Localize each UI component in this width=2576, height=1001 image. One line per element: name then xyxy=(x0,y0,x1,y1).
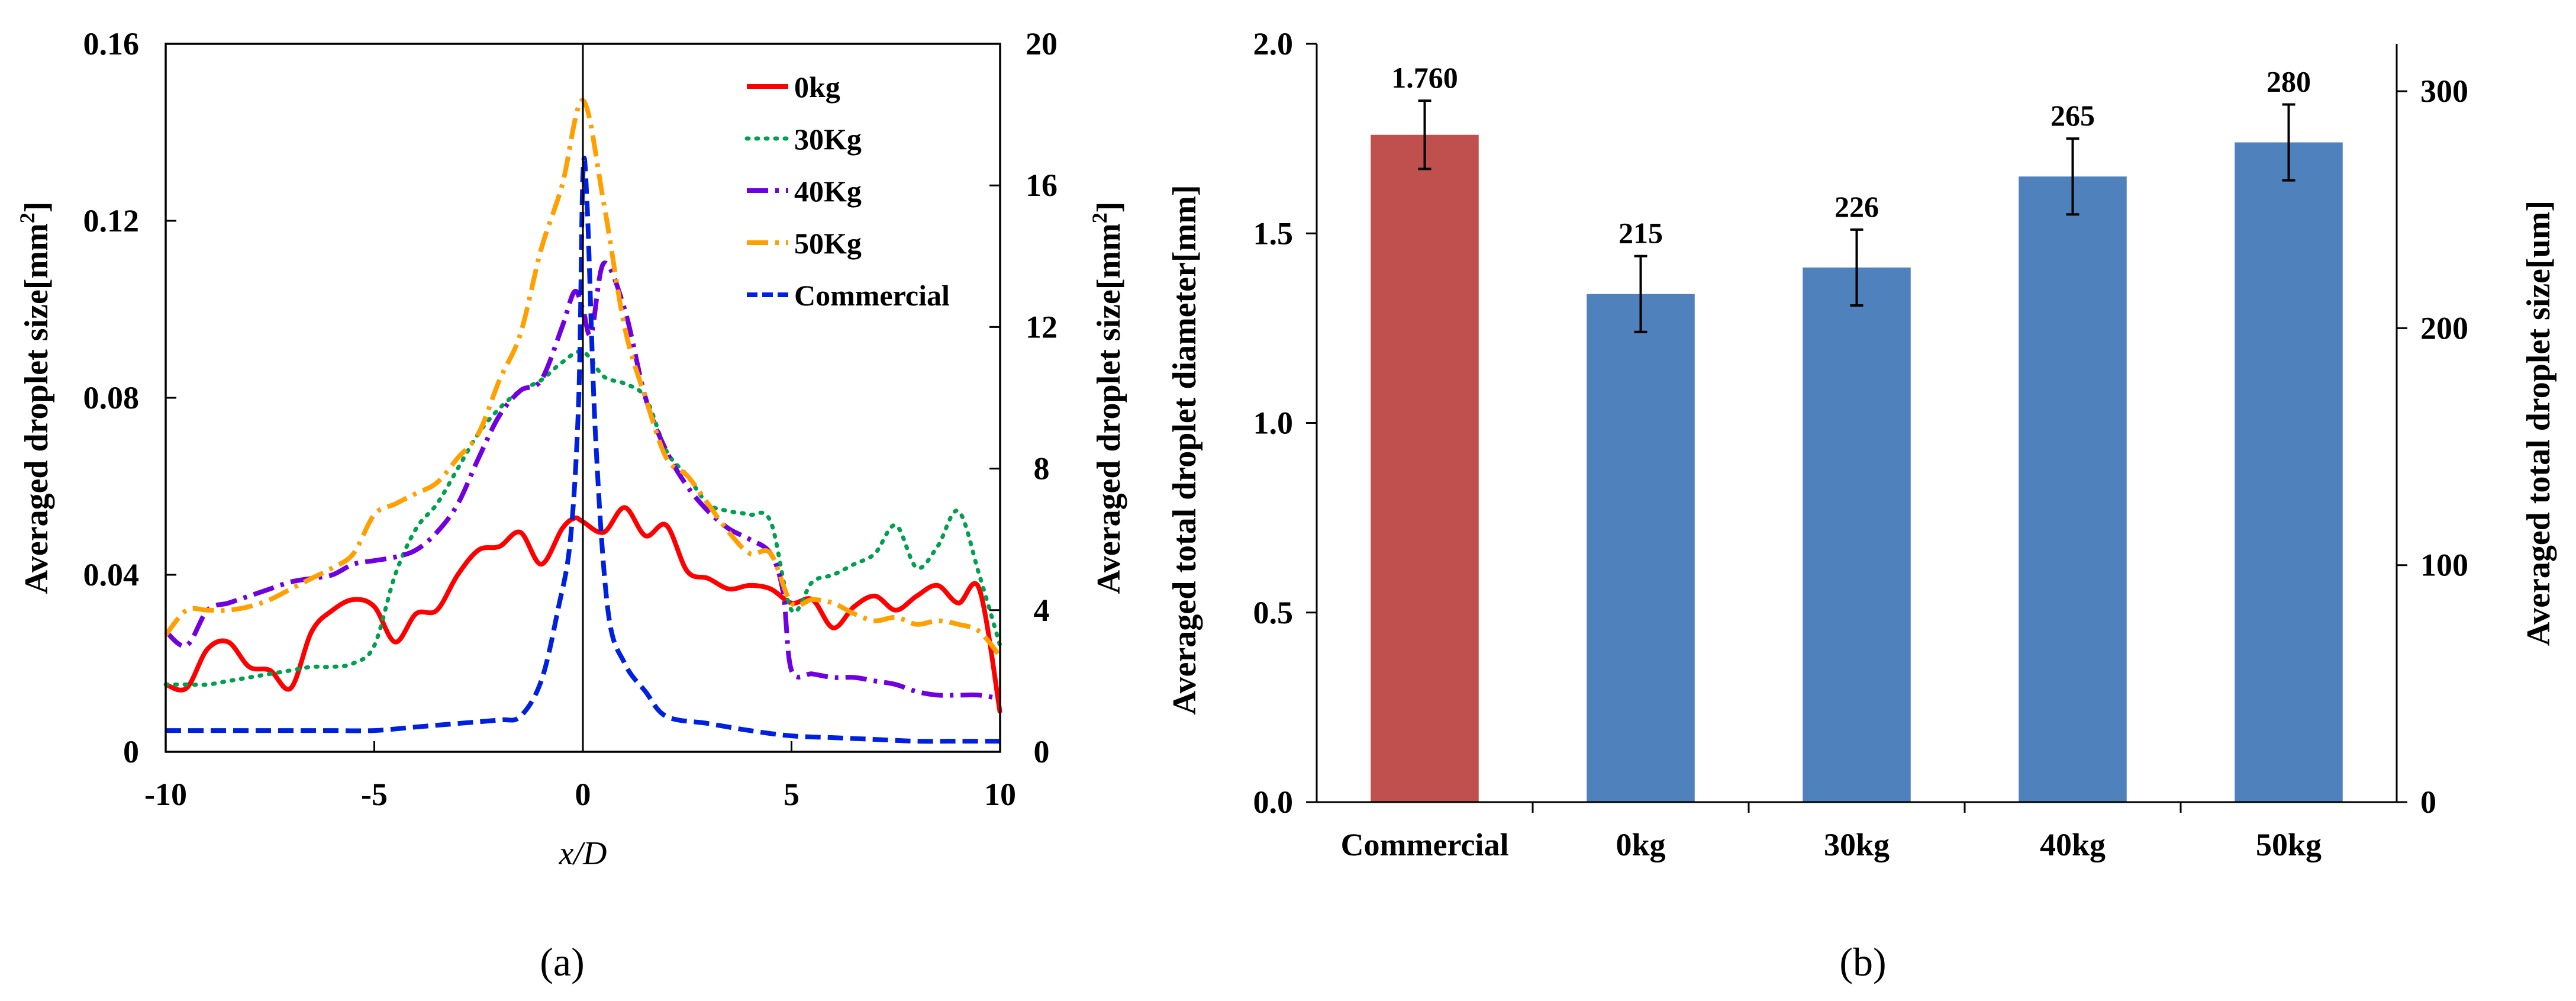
x-category-label: 30kg xyxy=(1824,827,1890,862)
panel-a-label: (a) xyxy=(540,939,584,984)
legend-label: 30Kg xyxy=(794,123,862,156)
y-axis-title-left: Averaged total droplet diameter[mm] xyxy=(1166,185,1203,714)
chart-panel-a: -10 -5 0 5 10 0 0.04 0.08 0.12 0.16 0 4 8 12 16 20 x/… xyxy=(15,26,1127,984)
panel-b-label: (b) xyxy=(1839,939,1886,984)
x-tick-label: 0 xyxy=(575,777,591,812)
y-axis-left-ticks: 0 0.04 0.08 0.12 0.16 xyxy=(83,26,176,770)
x-tick-label: -5 xyxy=(361,777,388,812)
chart-panel-b: 1.760 215 226 265 280 0.0 0.5 1.0 1.5 2.0 0 100 20… xyxy=(1166,26,2557,984)
y2-tick-label: 8 xyxy=(1034,451,1050,487)
x-tick-label: -10 xyxy=(144,777,187,812)
x-axis-categories: Commercial 0kg 30kg 40kg 50kg xyxy=(1341,802,2322,862)
series-line-30kg xyxy=(163,349,1002,687)
legend-label: 50Kg xyxy=(794,227,862,260)
legend-label: Commercial xyxy=(794,279,950,312)
x-category-label: 50kg xyxy=(2256,827,2322,862)
data-label: 1.760 xyxy=(1391,61,1458,94)
data-label: 265 xyxy=(2051,99,2095,132)
y-axis-left-ticks: 0.0 0.5 1.0 1.5 2.0 xyxy=(1253,26,1317,820)
series-line-50kg xyxy=(163,98,1002,658)
y-axis-right-ticks: 0 100 200 300 xyxy=(2397,73,2468,820)
y-axis-right-ticks: 0 4 8 12 16 20 xyxy=(989,26,1058,770)
y-tick-label: 0.0 xyxy=(1253,784,1294,820)
data-label: 280 xyxy=(2267,65,2311,98)
y-axis-title-right: Averaged total droplet size[um] xyxy=(2520,201,2557,646)
y-tick-label: 0.5 xyxy=(1253,595,1294,630)
x-tick-label: 5 xyxy=(784,777,799,812)
x-category-label: 40kg xyxy=(2040,827,2106,862)
bar-commercial xyxy=(1371,134,1479,803)
x-axis-ticks: -10 -5 0 5 10 xyxy=(144,741,1016,812)
y2-tick-label: 0 xyxy=(1034,734,1050,770)
y2-tick-label: 300 xyxy=(2420,73,2468,109)
y2-tick-label: 12 xyxy=(1026,309,1058,345)
bar-40kg xyxy=(2019,176,2127,802)
y-axis-title-left: Averaged droplet size[mm2] xyxy=(15,202,55,594)
y-tick-label: 2.0 xyxy=(1253,26,1294,62)
legend-label: 40Kg xyxy=(794,175,862,208)
y2-tick-label: 100 xyxy=(2420,548,2468,583)
legend: 0kg 30Kg 40Kg 50Kg Commercial xyxy=(744,70,950,312)
y-axis-title-right: Averaged droplet size[mm2] xyxy=(1088,202,1127,594)
y2-tick-label: 20 xyxy=(1026,26,1058,62)
data-label: 226 xyxy=(1835,190,1879,223)
data-label: 215 xyxy=(1619,217,1663,250)
bar-series-group: 1.760 215 226 265 280 xyxy=(1371,61,2343,803)
bar-0kg xyxy=(1587,294,1695,803)
y-tick-label: 0.16 xyxy=(83,26,140,62)
y2-tick-label: 0 xyxy=(2420,784,2436,820)
x-tick-label: 10 xyxy=(984,777,1016,812)
y2-tick-label: 16 xyxy=(1026,168,1058,203)
y-tick-label: 1.0 xyxy=(1253,405,1294,441)
y-tick-label: 0.12 xyxy=(83,203,140,239)
bar-50kg xyxy=(2235,142,2343,802)
y-tick-label: 1.5 xyxy=(1253,215,1294,251)
x-axis-title: x/D xyxy=(559,835,607,872)
y-tick-label: 0.04 xyxy=(83,557,140,593)
x-category-label: Commercial xyxy=(1341,827,1509,862)
bar-30kg xyxy=(1803,267,1911,802)
y2-tick-label: 200 xyxy=(2420,310,2468,346)
y-tick-label: 0 xyxy=(123,734,139,770)
legend-label: 0kg xyxy=(794,70,840,104)
y-tick-label: 0.08 xyxy=(83,380,140,416)
series-line-0kg xyxy=(165,505,1002,713)
x-category-label: 0kg xyxy=(1616,827,1665,862)
y2-tick-label: 4 xyxy=(1034,593,1050,628)
